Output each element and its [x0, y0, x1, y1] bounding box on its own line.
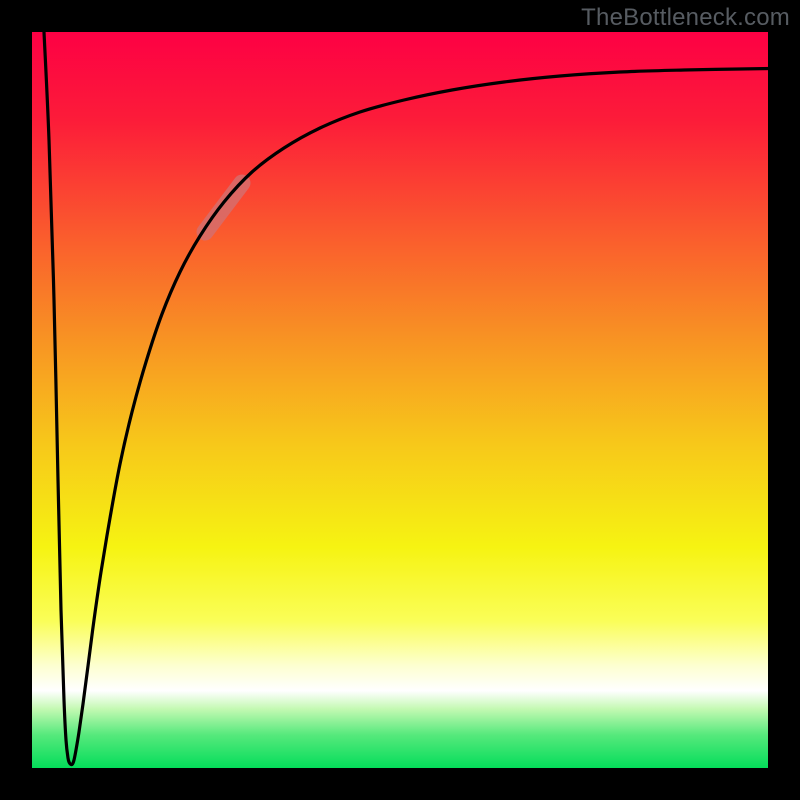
bottleneck-chart — [0, 0, 800, 800]
chart-container: TheBottleneck.com — [0, 0, 800, 800]
chart-background — [32, 32, 768, 768]
